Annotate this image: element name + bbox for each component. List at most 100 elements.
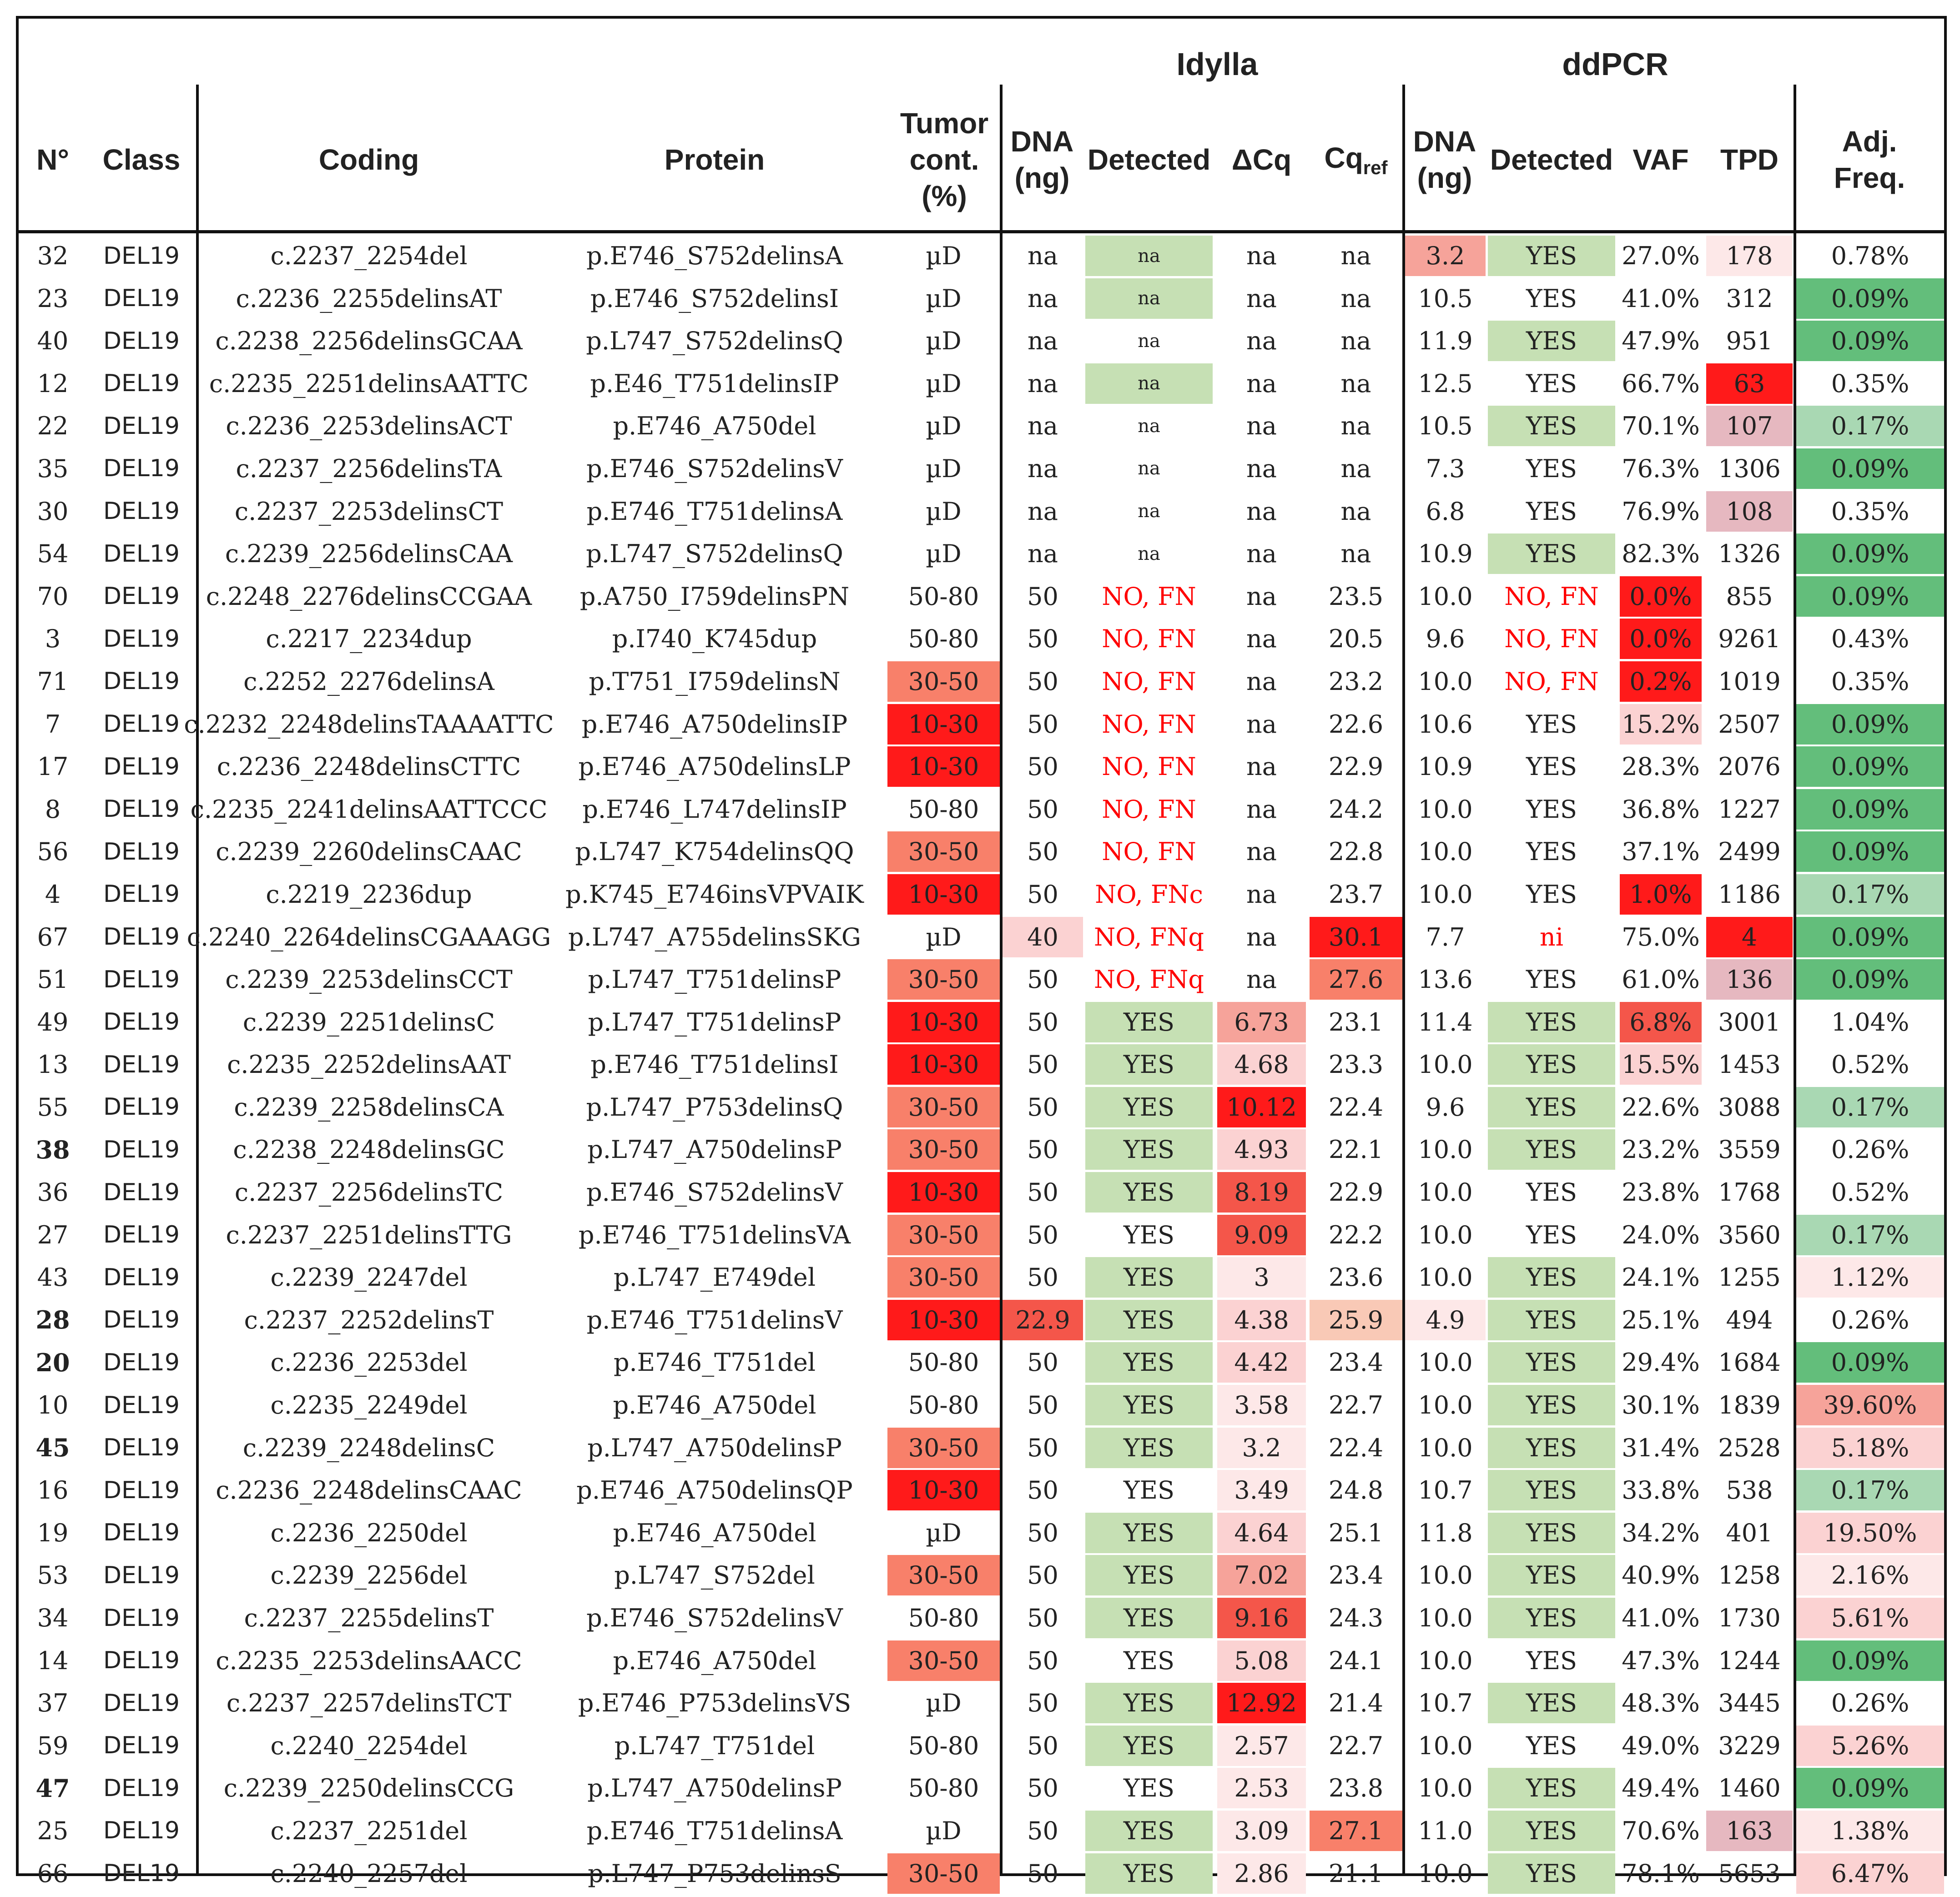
cell-tumor: 30-50 <box>887 959 1000 1000</box>
cell-tpd: 3560 <box>1718 1220 1781 1249</box>
cell-detected: na <box>1138 458 1160 479</box>
cell-tpd: 1326 <box>1718 539 1781 569</box>
cell-dna2: 12.5 <box>1418 369 1473 398</box>
table-row: 4 DEL19 c.2219_2236dup p.K745_E746insVPVAIK… <box>19 873 1944 916</box>
cell-dna: na <box>1028 369 1058 398</box>
table-row: 30 DEL19 c.2237_2253delinsCT p.E746_T751del… <box>19 490 1944 533</box>
cell-tumor: 10-30 <box>887 746 1000 787</box>
cell-detected: YES <box>1085 1512 1213 1553</box>
divider-tpd-adj <box>1794 85 1796 1876</box>
cell-protein: p.E746_A750del <box>613 1391 816 1420</box>
cell-dcq: 2.86 <box>1217 1853 1306 1894</box>
cell-dna2: 7.7 <box>1426 922 1465 951</box>
cell-cq: na <box>1340 327 1371 356</box>
cell-tumor: 50-80 <box>908 795 979 824</box>
cell-class: DEL19 <box>103 1434 180 1462</box>
cell-coding: c.2219_2236dup <box>266 880 472 909</box>
cell-dna2: 11.0 <box>1418 1816 1473 1845</box>
cell-tpd: 1186 <box>1718 880 1781 909</box>
cell-n: 13 <box>37 1050 69 1079</box>
cell-detected2: YES <box>1488 1810 1615 1851</box>
cell-tpd: 3445 <box>1718 1689 1781 1718</box>
table-row: 67 DEL19 c.2240_2264delinsCGAAAGG p.L747_A7… <box>19 916 1944 959</box>
table-row: 20 DEL19 c.2236_2253del p.E746_T751del 50-80… <box>19 1341 1944 1384</box>
cell-protein: p.E746_S752delinsI <box>590 284 839 313</box>
cell-dna: na <box>1028 539 1058 569</box>
cell-protein: p.E746_T751del <box>613 1348 816 1377</box>
cell-adj: 39.60% <box>1796 1385 1944 1426</box>
cell-tpd: 107 <box>1706 406 1793 447</box>
cell-vaf: 0.0% <box>1620 619 1702 659</box>
cell-dcq: 4.38 <box>1217 1299 1306 1340</box>
cell-dna: 50 <box>1027 1263 1058 1292</box>
cell-cq: na <box>1340 539 1371 569</box>
cell-coding: c.2217_2234dup <box>266 624 472 654</box>
cell-dna2: 10.7 <box>1418 1689 1473 1718</box>
cell-class: DEL19 <box>103 1306 180 1334</box>
cell-n: 43 <box>37 1263 69 1292</box>
cell-coding: c.2236_2248delinsCTTC <box>217 752 521 781</box>
cell-protein: p.E46_T751delinsIP <box>590 369 839 398</box>
cell-class: DEL19 <box>103 540 180 568</box>
cell-detected2: NO, FN <box>1504 624 1599 654</box>
cell-dcq: 9.09 <box>1217 1214 1306 1255</box>
cell-vaf: 47.9% <box>1622 327 1700 356</box>
cell-cq: 22.9 <box>1328 752 1384 781</box>
table-row: 71 DEL19 c.2252_2276delinsA p.T751_I759deli… <box>19 660 1944 703</box>
cell-detected: YES <box>1085 1001 1213 1042</box>
cell-adj: 0.09% <box>1796 704 1944 745</box>
cell-detected2: YES <box>1526 284 1577 313</box>
cell-adj: 1.12% <box>1796 1257 1944 1298</box>
table-row: 54 DEL19 c.2239_2256delinsCAA p.L747_S752de… <box>19 533 1944 575</box>
cell-class: DEL19 <box>103 966 180 993</box>
cell-coding: c.2239_2256del <box>270 1561 468 1590</box>
cell-adj: 0.52% <box>1831 1178 1910 1207</box>
cell-vaf: 47.3% <box>1622 1646 1700 1675</box>
cell-cq: na <box>1340 242 1371 270</box>
cell-detected: NO, FN <box>1102 667 1196 696</box>
cell-tumor: 30-50 <box>887 1214 1000 1255</box>
cell-dna: na <box>1028 412 1058 441</box>
cell-adj: 0.09% <box>1796 576 1944 617</box>
header-ddpcr-detected: Detected <box>1490 143 1613 176</box>
cell-dna: 50 <box>1027 1646 1058 1675</box>
cell-vaf: 76.3% <box>1622 454 1700 483</box>
cell-tumor: 30-50 <box>887 1427 1000 1468</box>
cell-protein: p.L747_P753delinsQ <box>586 1092 843 1122</box>
cell-detected2: YES <box>1488 1257 1615 1298</box>
table-row: 51 DEL19 c.2239_2253delinsCCT p.L747_T751de… <box>19 958 1944 1001</box>
cell-vaf: 49.0% <box>1622 1731 1700 1760</box>
divider-class-coding <box>196 85 199 1876</box>
cell-vaf: 41.0% <box>1622 284 1700 313</box>
cell-dna2: 10.9 <box>1418 752 1473 781</box>
header-rule <box>19 230 1944 233</box>
cell-n: 10 <box>37 1391 69 1420</box>
cell-coding: c.2236_2253del <box>270 1348 468 1377</box>
cell-dna2: 10.0 <box>1418 1348 1473 1377</box>
cell-class: DEL19 <box>103 1093 180 1121</box>
cell-coding: c.2239_2256delinsCAA <box>225 539 513 569</box>
cell-n: 16 <box>37 1476 69 1505</box>
cell-dna: 50 <box>1027 1604 1058 1632</box>
cell-tumor: µD <box>926 369 962 398</box>
cell-detected2: ni <box>1539 922 1564 951</box>
cell-vaf: 70.1% <box>1622 412 1700 441</box>
cell-vaf: 15.2% <box>1620 704 1702 745</box>
cell-protein: p.E746_A750delinsLP <box>578 752 851 781</box>
cell-class: DEL19 <box>103 1689 180 1717</box>
cell-cq: 22.6 <box>1328 709 1384 739</box>
cell-vaf: 75.0% <box>1622 922 1700 951</box>
cell-protein: p.E746_A750delinsIP <box>581 709 848 739</box>
table-row: 19 DEL19 c.2236_2250del p.E746_A750del µD 50 Y… <box>19 1512 1944 1555</box>
cell-n: 7 <box>45 709 61 739</box>
cell-detected2: YES <box>1526 709 1577 739</box>
cell-dcq: 8.19 <box>1217 1172 1306 1213</box>
cell-dcq: 12.92 <box>1217 1683 1306 1724</box>
cell-detected2: YES <box>1488 1555 1615 1596</box>
cell-tumor: 10-30 <box>887 1470 1000 1511</box>
cell-tumor: 30-50 <box>887 831 1000 872</box>
cell-detected2: YES <box>1488 1768 1615 1809</box>
cell-protein: p.L747_T751delinsP <box>588 1007 841 1037</box>
cell-class: DEL19 <box>103 1476 180 1504</box>
cell-coding: c.2240_2257del <box>270 1859 468 1888</box>
